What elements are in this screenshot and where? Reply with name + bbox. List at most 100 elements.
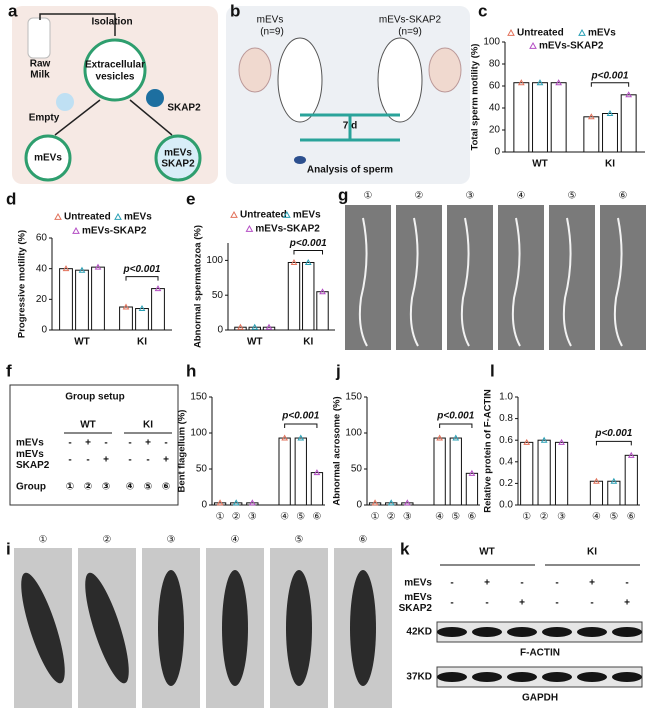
point [610,477,618,484]
cell: - [450,578,453,589]
point [468,469,476,476]
x-tick-label: WT [74,337,90,348]
x-tick-label: ⑤ [296,512,305,523]
band [507,627,537,637]
y-tick-label: 80 [489,59,501,70]
label: SKAP2 [161,159,195,170]
x-tick-label: ② [387,512,396,523]
point [606,109,614,116]
y-tick-label: 20 [36,294,48,305]
x-tick-label: ④ [435,512,444,523]
point [78,266,86,273]
bar [287,261,301,331]
x-tick-label: ③ [403,512,412,523]
panel-letter: e [186,189,195,208]
bar [151,288,165,331]
cell: ② [84,482,92,493]
y-tick-label: 50 [212,290,224,301]
bracket [590,82,630,87]
point [540,436,548,443]
y-tick-label: 1.0 [499,392,513,403]
y-tick-label: 0.6 [499,435,513,446]
x-tick-label: ⑤ [451,512,460,523]
point [138,305,146,312]
x-tick-label: ⑥ [627,512,636,523]
annotation: p<0.001 [289,238,327,249]
bracket [125,276,159,281]
point [94,263,102,270]
arrow [54,99,173,136]
sperm [358,217,368,347]
cell: - [146,455,149,466]
mouse [277,37,323,123]
image-label: ② [103,535,112,546]
panel-letter: k [400,539,410,558]
image-label: ⑤ [568,191,577,202]
sperm-section [21,572,65,684]
image-label: ⑥ [619,191,628,202]
cell: + [163,455,169,466]
cell: - [164,438,167,449]
point [371,499,379,506]
panel-letter: c [478,1,487,20]
bar [602,113,618,153]
legend-marker [114,212,122,220]
sperm-section [85,572,129,684]
y-tick-label: 40 [489,103,501,114]
legend-label: mEVs [124,212,152,223]
point [297,434,305,441]
cell: + [85,438,91,449]
empty-ev [56,93,74,111]
y-tick-label: 60 [489,81,501,92]
point [62,265,70,272]
cell: - [625,578,628,589]
band [577,627,607,637]
label: Extracellular [85,60,145,71]
panel-letter: h [186,361,196,380]
x-tick-label: ④ [280,512,289,523]
testis [428,47,462,93]
blot [436,621,643,643]
x-tick-label: ④ [592,512,601,523]
bar [520,441,534,506]
y-tick-label: 150 [345,392,362,403]
cell: ③ [102,482,110,493]
y-axis-label: Progressive motility (%) [17,230,28,338]
mevs-ev [24,134,72,182]
y-tick-label: 40 [36,263,48,274]
y-axis-label: Bent flagellum (%) [177,410,188,493]
point [555,79,563,86]
bar [537,439,551,506]
point [587,113,595,120]
y-tick-label: 0.8 [499,413,513,424]
point [536,79,544,86]
band [437,627,467,637]
legend-marker [72,226,80,234]
cell: - [128,455,131,466]
cell: ① [66,482,74,493]
panel-letter: i [6,539,11,558]
point [251,323,259,330]
bar [75,269,89,331]
x-tick-label: ② [540,512,549,523]
y-tick-label: 150 [190,392,207,403]
panel-letter: l [490,361,495,380]
band [577,672,607,682]
cell: - [485,598,488,609]
y-tick-label: 0.4 [499,456,513,467]
table-title: Group setup [65,392,124,403]
point [523,438,531,445]
skap2-ev [146,89,164,107]
bracket [293,249,324,255]
label: Empty [29,113,60,124]
band [612,672,642,682]
cell: + [103,455,109,466]
point [452,434,460,441]
table-header: WT [479,547,495,558]
blot-size: 37KD [406,672,432,683]
panel-letter: j [335,361,341,380]
y-axis-label: Total sperm motility (%) [470,44,481,151]
cell: - [555,578,558,589]
image-label: ④ [231,535,240,546]
